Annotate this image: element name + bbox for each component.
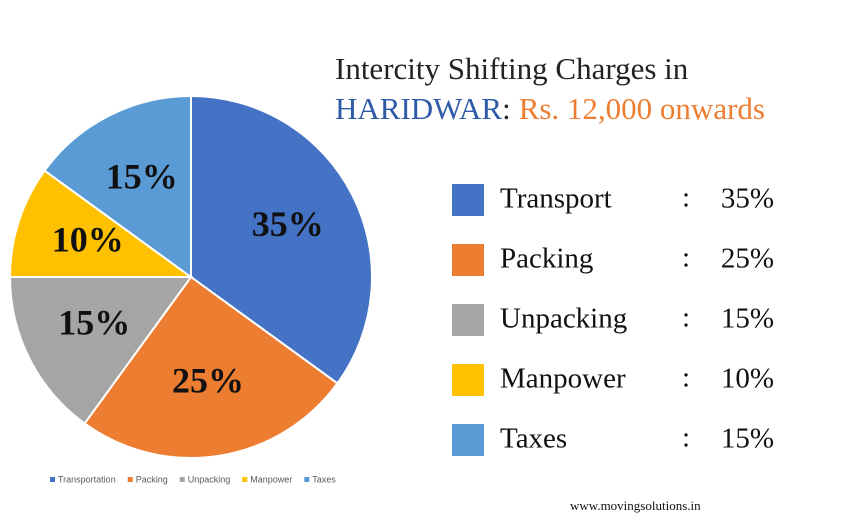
legend-swatch <box>127 477 133 482</box>
separator: : <box>502 91 511 126</box>
city: HARIDWAR <box>335 91 502 126</box>
legend-label: Transportation <box>58 474 116 484</box>
summary-separator: : <box>682 242 690 274</box>
summary-label: Taxes <box>500 423 567 455</box>
legend-label: Taxes <box>312 474 336 484</box>
summary-label: Transport <box>500 183 612 215</box>
summary-value: 25% <box>721 243 774 275</box>
pie-slice <box>83 275 339 459</box>
footer: www.movingsolutions.in <box>570 498 701 513</box>
legend-label: Unpacking <box>188 474 231 484</box>
pie-slice <box>8 276 193 425</box>
slice-label: 15% <box>106 157 178 197</box>
title-line: HARIDWAR: Rs. 12,000 onwards <box>335 91 765 126</box>
legend-swatch <box>304 477 310 482</box>
slice-label: 15% <box>58 303 130 343</box>
summary-separator: : <box>682 302 690 334</box>
pie-slice <box>8 169 195 278</box>
summary-label: Manpower <box>500 363 626 395</box>
summary-separator: : <box>682 182 690 214</box>
summary-swatch <box>452 184 484 216</box>
summary-value: 35% <box>721 183 774 215</box>
slice-label: 10% <box>52 220 124 260</box>
summary-swatch <box>452 304 484 336</box>
summary-value: 10% <box>721 363 774 395</box>
legend-label: Packing <box>136 474 168 484</box>
summary-label: Unpacking <box>500 303 627 335</box>
pie-slice <box>190 94 373 385</box>
slice-label: 35% <box>252 204 324 244</box>
summary-label: Packing <box>500 243 593 275</box>
summary-value: 15% <box>721 303 774 335</box>
slice-label: 25% <box>172 361 244 401</box>
summary-swatch <box>452 364 484 396</box>
legend-swatch <box>242 477 248 482</box>
price: Rs. 12,000 onwards <box>519 91 765 126</box>
legend-swatch <box>179 477 185 482</box>
summary-value: 15% <box>721 423 774 455</box>
summary-separator: : <box>682 422 690 454</box>
summary-swatch <box>452 424 484 456</box>
pie-slice <box>43 94 192 279</box>
title-line: Intercity Shifting Charges in <box>335 51 689 86</box>
summary-swatch <box>452 244 484 276</box>
legend-swatch <box>50 477 55 482</box>
summary-separator: : <box>682 362 690 394</box>
legend-label: Manpower <box>250 474 292 484</box>
